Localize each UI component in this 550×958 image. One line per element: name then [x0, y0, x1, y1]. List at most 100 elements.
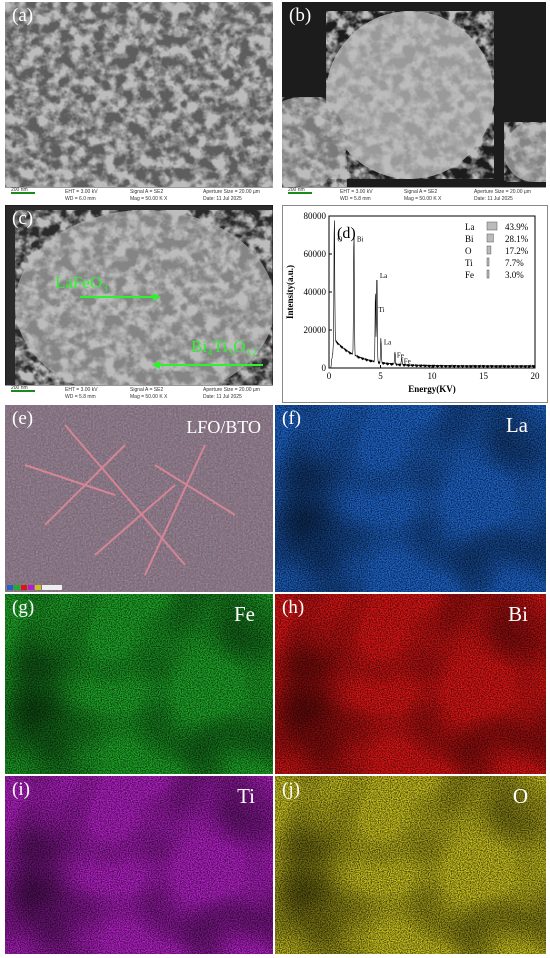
x-tick-label: 15	[479, 371, 489, 381]
aperture-c: Aperture Size = 20.00 µm	[203, 387, 260, 393]
legend-bar-la	[486, 221, 498, 231]
y-tick-label: 60000	[304, 249, 327, 259]
signal-b: Signal A = SE2	[404, 189, 438, 195]
o-map	[275, 776, 546, 954]
panel-g-fe-map: (g) Fe	[5, 594, 273, 774]
panel-d-eds-spectrum: 0 5 10 15 20 0 20000 40000 60000 80000 Energy(KV) I…	[282, 205, 548, 403]
legend-pct-bi: 28.1%	[505, 234, 529, 244]
peak-label-bi: Bi	[357, 236, 364, 244]
date-c: Date: 11 Jul 2025	[203, 394, 242, 400]
mag-a: Mag = 50.00 K X	[130, 196, 168, 202]
y-axis-label: Intensity(a.u.)	[285, 265, 295, 319]
panel-label-h: (h)	[282, 597, 305, 618]
scale-bar-c	[11, 390, 35, 392]
y-tick-label: 80000	[304, 211, 327, 221]
panel-e-eds-overlay: (e) LFO/BTO	[5, 405, 273, 592]
wd-a: WD = 6.0 mm	[65, 196, 96, 202]
scale-label-a: 200 nm	[11, 187, 28, 193]
legend-element-fe: Fe	[465, 270, 474, 280]
peak-label-o: O	[337, 236, 342, 244]
sem-micrograph-a	[5, 2, 273, 188]
panel-label-e: (e)	[12, 408, 34, 429]
mag-b: Mag = 50.00 K X	[404, 196, 442, 202]
legend-pct-o: 17.2%	[505, 246, 529, 256]
sem-info-bar-b: 200 nm EHT = 3.00 kV WD = 5.8 mm Signal …	[282, 187, 546, 203]
aperture-a: Aperture Size = 20.00 µm	[203, 189, 260, 195]
legend-bar-fe	[486, 269, 490, 279]
panel-a-sem-image: (a) 200 nm EHT = 3.00 kV WD = 6.0 mm Sig…	[5, 2, 273, 203]
signal-a: Signal A = SE2	[130, 189, 164, 195]
panel-b-sem-image: (b) 200 nm EHT = 3.00 kV WD = 5.8 mm Sig…	[282, 2, 546, 203]
x-tick-label: 10	[428, 371, 438, 381]
sem-info-bar-a: 200 nm EHT = 3.00 kV WD = 6.0 mm Signal …	[5, 187, 273, 203]
panel-f-la-map: (f) La	[275, 405, 546, 592]
legend-pct-fe: 3.0%	[505, 270, 524, 280]
peak-label-la: La	[380, 272, 388, 280]
panel-label-g: (g)	[12, 597, 35, 618]
spectrum-line	[329, 220, 536, 369]
panel-label-c: (c)	[12, 208, 34, 229]
panel-label-i: (i)	[12, 779, 30, 800]
element-label-bi: Bi	[508, 602, 528, 626]
legend-bar-o	[486, 245, 492, 255]
eht-c: EHT = 3.00 kV	[65, 387, 98, 393]
element-label-la: La	[505, 413, 528, 437]
panel-c-sem-image: (c) LaFeO₃ Bi₄Ti₃O₁₂ 200 nm EHT = 3.00 k…	[5, 205, 273, 401]
legend-bar-bi	[486, 233, 494, 243]
overlay-map-e	[5, 405, 273, 592]
sem-info-bar-c: 200 nm EHT = 3.00 kV WD = 5.8 mm Signal …	[5, 385, 273, 401]
panel-label-b: (b)	[289, 5, 312, 26]
peak-label-la: La	[384, 338, 392, 346]
sem-micrograph-c	[5, 205, 273, 386]
element-label-o: O	[512, 784, 528, 808]
panel-j-o-map: (j) O	[275, 776, 546, 954]
mag-c: Mag = 50.00 K X	[130, 394, 168, 400]
panel-label-a: (a)	[12, 5, 34, 26]
panel-label-d: (d)	[337, 225, 356, 242]
la-map	[275, 405, 546, 592]
y-tick-label: 20000	[304, 325, 327, 335]
x-tick-label: 0	[327, 371, 332, 381]
date-b: Date: 11 Jul 2025	[474, 196, 513, 202]
x-tick-label: 20	[531, 371, 541, 381]
peak-label-fe: Fe	[397, 352, 404, 360]
peak-label-ti: Ti	[378, 306, 384, 314]
wd-b: WD = 5.8 mm	[340, 196, 371, 202]
sem-micrograph-b	[282, 2, 546, 188]
legend-element-bi: Bi	[465, 234, 474, 244]
x-axis-label: Energy(KV)	[408, 384, 456, 394]
y-tick-label: 0	[322, 363, 327, 373]
element-label-fe: Fe	[234, 602, 255, 626]
eds-chart-svg: 0 5 10 15 20 0 20000 40000 60000 80000 Energy(KV) I…	[285, 211, 541, 394]
eht-a: EHT = 3.00 kV	[65, 189, 98, 195]
signal-c: Signal A = SE2	[130, 387, 164, 393]
ti-map	[5, 776, 273, 954]
scale-bar-a	[11, 192, 35, 194]
scale-label-b: 200 nm	[288, 187, 305, 193]
legend-pct-ti: 7.7%	[505, 258, 524, 268]
legend-pct-la: 43.9%	[505, 222, 529, 232]
aperture-b: Aperture Size = 20.00 µm	[474, 189, 531, 195]
overlay-title: LFO/BTO	[186, 417, 261, 437]
x-tick-label: 5	[378, 371, 383, 381]
panel-label-f: (f)	[282, 408, 301, 429]
panel-h-bi-map: (h) Bi	[275, 594, 546, 774]
wd-c: WD = 5.8 mm	[65, 394, 96, 400]
legend-bar-ti	[486, 257, 490, 267]
bi-map	[275, 594, 546, 774]
legend-element-ti: Ti	[465, 258, 473, 268]
annotation-bi4ti3o12: Bi₄Ti₃O₁₂	[191, 337, 258, 356]
panel-i-ti-map: (i) Ti	[5, 776, 273, 954]
legend-element-o: O	[465, 246, 472, 256]
y-tick-label: 40000	[304, 287, 327, 297]
date-a: Date: 11 Jul 2025	[203, 196, 242, 202]
annotation-lafeo3: LaFeO₃	[55, 273, 109, 292]
element-label-ti: Ti	[237, 784, 255, 808]
fe-map	[5, 594, 273, 774]
eht-b: EHT = 3.00 kV	[340, 189, 373, 195]
legend-element-la: La	[465, 222, 475, 232]
peak-label-fe: Fe	[404, 357, 411, 365]
scale-bar-b	[288, 192, 312, 194]
scale-label-c: 200 nm	[11, 385, 28, 391]
panel-label-j: (j)	[282, 779, 300, 800]
